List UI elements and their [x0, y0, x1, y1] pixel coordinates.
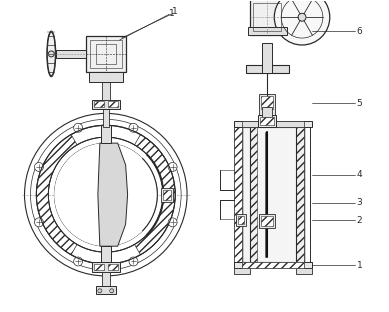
- Bar: [90, 40, 122, 68]
- Wedge shape: [135, 134, 175, 255]
- Bar: [238, 217, 244, 224]
- Circle shape: [35, 163, 44, 171]
- Bar: [96, 44, 116, 64]
- Bar: [258, 115, 276, 127]
- Circle shape: [54, 143, 157, 246]
- Circle shape: [110, 289, 114, 293]
- Circle shape: [74, 123, 82, 132]
- Bar: [234, 127, 242, 262]
- Bar: [92, 262, 120, 272]
- Circle shape: [298, 13, 306, 21]
- Bar: [242, 262, 304, 268]
- Bar: [86, 36, 126, 72]
- Text: 1: 1: [357, 261, 362, 270]
- Bar: [108, 101, 118, 107]
- Bar: [242, 262, 304, 268]
- Bar: [263, 43, 272, 73]
- Circle shape: [129, 123, 138, 132]
- Bar: [242, 121, 304, 127]
- Bar: [242, 127, 304, 262]
- Polygon shape: [98, 143, 128, 246]
- Circle shape: [274, 0, 330, 45]
- Bar: [259, 214, 275, 228]
- Bar: [94, 264, 104, 270]
- Ellipse shape: [47, 32, 55, 76]
- Bar: [163, 190, 171, 200]
- Bar: [263, 107, 272, 117]
- Bar: [103, 262, 109, 280]
- Bar: [102, 82, 110, 100]
- Bar: [261, 95, 273, 110]
- Bar: [260, 117, 274, 125]
- Bar: [234, 262, 312, 268]
- Bar: [245, 65, 289, 73]
- Bar: [161, 188, 173, 202]
- Circle shape: [48, 51, 54, 57]
- Bar: [234, 268, 249, 274]
- Bar: [56, 50, 86, 58]
- Bar: [234, 121, 312, 127]
- Bar: [249, 0, 285, 35]
- Text: 4: 4: [357, 170, 362, 179]
- Bar: [103, 110, 109, 127]
- Bar: [102, 272, 110, 286]
- Text: 1: 1: [172, 7, 178, 16]
- Text: 3: 3: [357, 198, 362, 207]
- Bar: [94, 101, 104, 107]
- Bar: [101, 246, 111, 264]
- Bar: [249, 127, 258, 262]
- Text: 2: 2: [357, 216, 362, 225]
- Bar: [296, 268, 312, 274]
- Bar: [108, 264, 118, 270]
- Text: 6: 6: [357, 27, 362, 36]
- Circle shape: [168, 163, 177, 171]
- Wedge shape: [37, 134, 77, 255]
- Circle shape: [98, 289, 102, 293]
- Circle shape: [74, 257, 82, 266]
- Bar: [261, 217, 273, 227]
- Bar: [296, 127, 304, 262]
- Bar: [101, 125, 111, 143]
- Bar: [92, 100, 120, 110]
- Circle shape: [35, 218, 44, 227]
- Bar: [247, 27, 287, 35]
- Circle shape: [129, 257, 138, 266]
- Bar: [89, 72, 123, 82]
- Bar: [96, 286, 116, 294]
- Circle shape: [168, 218, 177, 227]
- Text: 5: 5: [357, 99, 362, 108]
- Text: 1: 1: [169, 9, 175, 18]
- Bar: [254, 3, 281, 31]
- Bar: [236, 214, 245, 227]
- Bar: [259, 94, 275, 115]
